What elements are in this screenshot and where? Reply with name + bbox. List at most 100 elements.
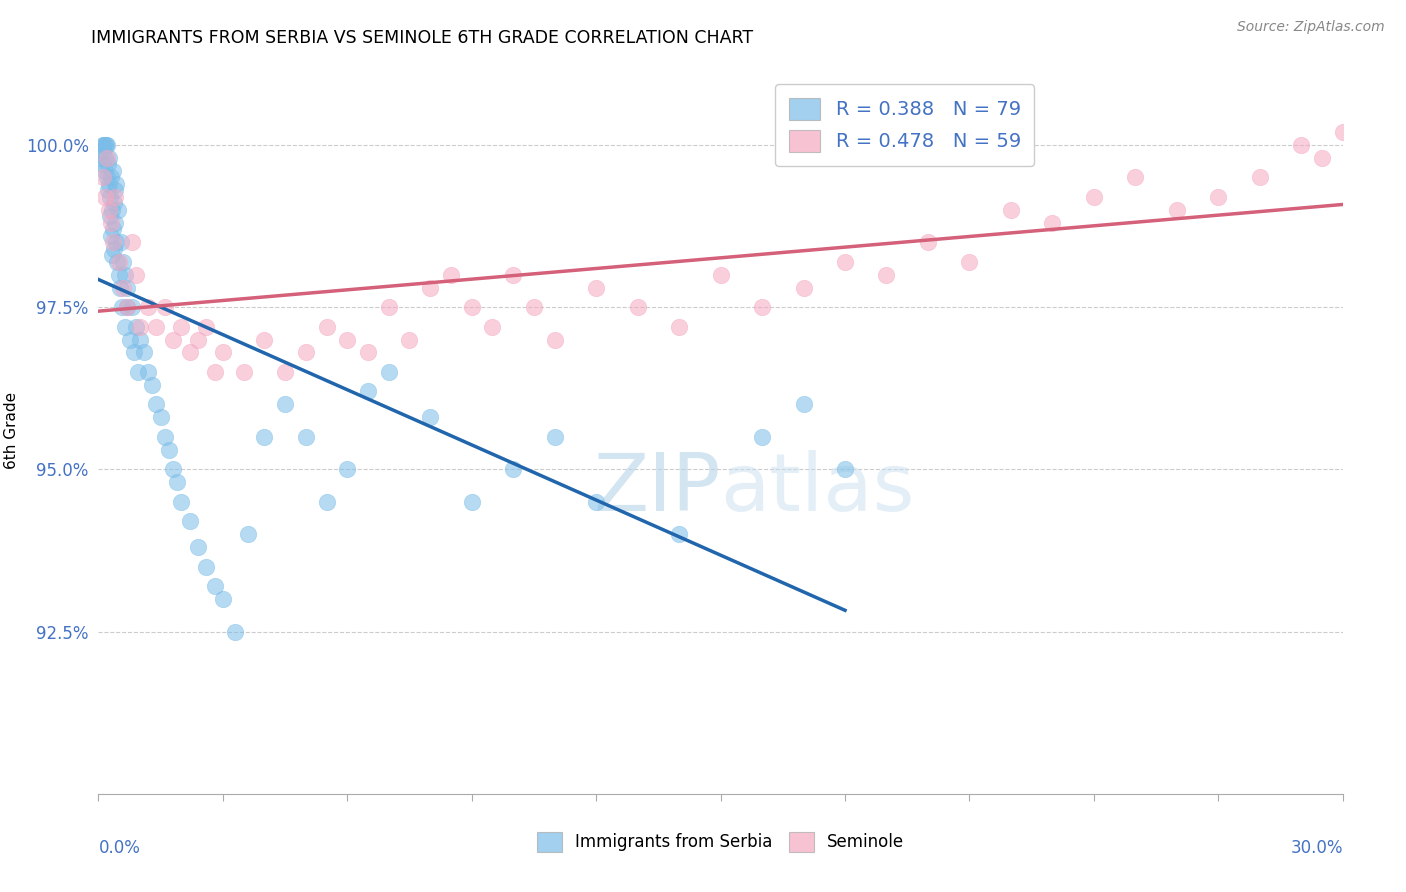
Point [211, 345, 233, 359]
Text: Source: ZipAtlas.com: Source: ZipAtlas.com [1237, 20, 1385, 34]
Point [107, 202, 129, 217]
Point [793, 280, 815, 294]
Point [149, 410, 172, 425]
Point [460, 495, 484, 509]
Point [357, 384, 380, 399]
Point [115, 280, 138, 294]
Point [121, 235, 143, 249]
Point [543, 333, 565, 347]
Point [274, 397, 297, 411]
Point [145, 397, 167, 411]
Point [129, 333, 152, 347]
Point [121, 300, 143, 314]
Point [118, 333, 141, 347]
Point [232, 365, 254, 379]
Point [117, 300, 139, 314]
Point [1040, 216, 1063, 230]
Point [101, 202, 124, 217]
Point [93, 190, 115, 204]
Point [626, 300, 648, 314]
Point [112, 254, 135, 268]
Point [108, 254, 131, 268]
Text: 30.0%: 30.0% [1291, 839, 1343, 857]
Point [295, 345, 318, 359]
Point [111, 300, 134, 314]
Point [114, 268, 136, 282]
Point [398, 333, 420, 347]
Legend: Immigrants from Serbia, Seminole: Immigrants from Serbia, Seminole [530, 826, 911, 858]
Point [377, 300, 401, 314]
Point [668, 527, 690, 541]
Point [117, 300, 139, 314]
Point [91, 137, 114, 152]
Point [224, 624, 246, 639]
Point [187, 540, 209, 554]
Point [91, 170, 114, 185]
Point [101, 163, 124, 178]
Point [98, 209, 121, 223]
Point [336, 462, 359, 476]
Point [97, 151, 120, 165]
Point [90, 157, 112, 171]
Point [153, 300, 176, 314]
Point [104, 235, 127, 249]
Point [108, 280, 131, 294]
Point [1249, 170, 1271, 185]
Point [89, 151, 111, 165]
Point [1310, 151, 1333, 165]
Point [132, 345, 155, 359]
Point [93, 151, 115, 165]
Point [377, 365, 401, 379]
Point [917, 235, 939, 249]
Point [97, 177, 120, 191]
Point [253, 333, 276, 347]
Point [793, 397, 815, 411]
Point [96, 137, 118, 152]
Point [204, 365, 226, 379]
Point [211, 592, 233, 607]
Point [97, 157, 120, 171]
Point [94, 163, 117, 178]
Point [104, 183, 127, 197]
Point [585, 280, 607, 294]
Point [1291, 137, 1313, 152]
Point [136, 300, 159, 314]
Text: atlas: atlas [721, 450, 915, 527]
Point [195, 559, 218, 574]
Point [751, 300, 773, 314]
Point [419, 280, 441, 294]
Point [274, 365, 297, 379]
Point [834, 254, 856, 268]
Text: 0.0%: 0.0% [98, 839, 141, 857]
Point [136, 365, 159, 379]
Point [157, 442, 180, 457]
Point [141, 378, 163, 392]
Point [179, 345, 201, 359]
Point [195, 319, 218, 334]
Point [153, 430, 176, 444]
Point [100, 248, 122, 262]
Point [419, 410, 441, 425]
Point [104, 216, 127, 230]
Point [1331, 125, 1354, 139]
Point [543, 430, 565, 444]
Point [98, 190, 121, 204]
Point [108, 268, 131, 282]
Point [162, 462, 184, 476]
Point [100, 170, 122, 185]
Point [100, 228, 122, 243]
Point [315, 319, 337, 334]
Point [162, 333, 184, 347]
Point [129, 319, 152, 334]
Point [93, 137, 115, 152]
Point [668, 319, 690, 334]
Point [357, 345, 380, 359]
Point [585, 495, 607, 509]
Point [481, 319, 503, 334]
Point [93, 145, 115, 159]
Point [1166, 202, 1188, 217]
Point [179, 514, 201, 528]
Point [315, 495, 337, 509]
Point [834, 462, 856, 476]
Point [97, 202, 120, 217]
